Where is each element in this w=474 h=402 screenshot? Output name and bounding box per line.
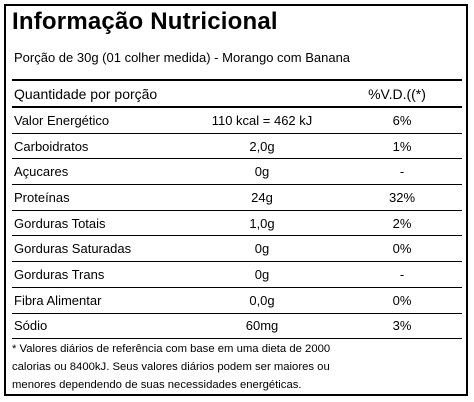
table-row: Gorduras Totais 1,0g 2% bbox=[12, 211, 462, 237]
table-row: Sódio 60mg 3% bbox=[12, 314, 462, 340]
nutrient-name: Açucares bbox=[14, 164, 69, 180]
nutrient-amount: 0g bbox=[254, 164, 270, 180]
nutrient-amount: 1,0g bbox=[249, 215, 275, 231]
nutrient-amount: 60mg bbox=[245, 318, 279, 334]
nutrient-amount: 2,0g bbox=[249, 138, 275, 154]
table-row: Proteínas 24g 32% bbox=[12, 185, 462, 211]
serving-size: Porção de 30g (01 colher medida) - Moran… bbox=[14, 50, 351, 65]
nutrient-vd: 3% bbox=[392, 318, 412, 334]
nutrient-name: Carboidratos bbox=[14, 138, 89, 154]
nutrient-vd: 6% bbox=[392, 112, 412, 128]
nutrition-table: Quantidade por porção %V.D.((*) Valor En… bbox=[12, 79, 462, 340]
table-row: Valor Energético 110 kcal = 462 kJ 6% bbox=[12, 108, 462, 134]
nutrient-vd: 0% bbox=[392, 292, 412, 308]
nutrient-vd: 0% bbox=[392, 241, 412, 257]
nutrient-name: Proteínas bbox=[14, 189, 70, 205]
table-row: Açucares 0g - bbox=[12, 159, 462, 186]
nutrient-name: Fibra Alimentar bbox=[14, 292, 102, 308]
header-quantity: Quantidade por porção bbox=[14, 85, 158, 102]
table-row: Fibra Alimentar 0,0g 0% bbox=[12, 288, 462, 314]
nutrient-amount: 0g bbox=[254, 241, 270, 257]
nutrient-vd: - bbox=[399, 164, 405, 180]
nutrient-vd: - bbox=[399, 266, 405, 282]
footnote-line: * Valores diários de referência com base… bbox=[12, 343, 331, 355]
nutrient-name: Valor Energético bbox=[14, 112, 110, 128]
nutrient-name: Gorduras Saturadas bbox=[14, 241, 132, 257]
nutrition-label: Informação Nutricional Porção de 30g (01… bbox=[4, 4, 468, 396]
table-row: Gorduras Saturadas 0g 0% bbox=[12, 236, 462, 263]
nutrient-name: Gorduras Totais bbox=[14, 215, 106, 231]
footnote-line: calorias ou 8400kJ. Seus valores diários… bbox=[12, 361, 330, 373]
nutrient-name: Gorduras Trans bbox=[14, 266, 105, 282]
label-title: Informação Nutricional bbox=[12, 8, 278, 35]
nutrient-vd: 32% bbox=[388, 189, 416, 205]
nutrient-amount: 24g bbox=[251, 189, 273, 205]
nutrient-amount: 0g bbox=[254, 266, 270, 282]
nutrient-name: Sódio bbox=[14, 318, 48, 334]
nutrient-vd: 2% bbox=[392, 215, 412, 231]
table-header: Quantidade por porção %V.D.((*) bbox=[12, 81, 462, 108]
nutrient-vd: 1% bbox=[392, 138, 412, 154]
nutrient-amount: 0,0g bbox=[249, 292, 275, 308]
table-row: Carboidratos 2,0g 1% bbox=[12, 134, 462, 160]
footnote: * Valores diários de referência com base… bbox=[12, 340, 462, 394]
header-vd: %V.D.((*) bbox=[368, 85, 426, 102]
table-row: Gorduras Trans 0g - bbox=[12, 262, 462, 288]
footnote-line: menores dependendo de suas necessidades … bbox=[12, 379, 302, 391]
nutrient-amount: 110 kcal = 462 kJ bbox=[211, 112, 313, 128]
